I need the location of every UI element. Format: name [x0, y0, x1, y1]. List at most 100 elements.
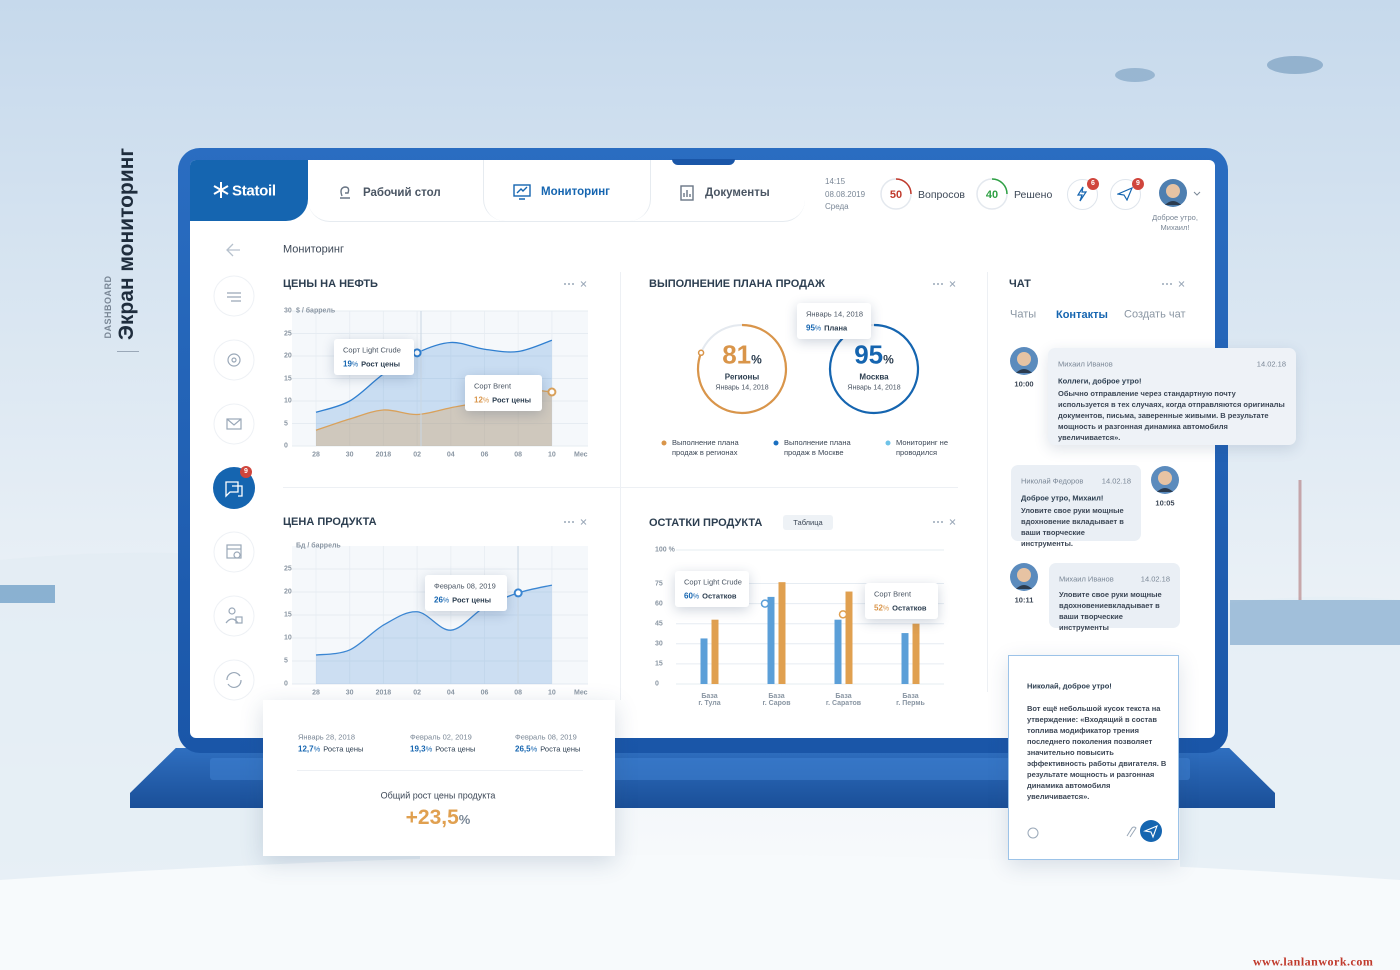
panel-title: ОСТАТКИ ПРОДУКТА — [649, 517, 763, 529]
y-tick-label: 60 — [655, 600, 663, 608]
summary-total-value: +23,5 — [405, 806, 459, 829]
chat-avatar[interactable] — [1151, 466, 1179, 494]
x-tick-label: База г. Саров — [762, 693, 791, 707]
legend-label: Выполнение плана продаж в Москве — [784, 438, 851, 457]
point-marker — [838, 610, 848, 619]
bar — [700, 638, 708, 684]
tab-icon — [513, 184, 531, 200]
y-tick-label: 15 — [655, 660, 663, 668]
bar — [711, 619, 719, 684]
menu-dot — [937, 521, 939, 523]
table-button[interactable]: Таблица — [783, 515, 833, 530]
sidebar-button[interactable] — [213, 595, 255, 637]
logo[interactable]: Statoil — [232, 182, 276, 200]
y-tick-label: 10 — [284, 397, 292, 405]
chat-bubble: Николай Федоров 14.02.18 Доброе утро, Миха… — [1011, 465, 1141, 548]
compose-text: Вот ещё небольшой кусок текста на утверж… — [1027, 704, 1167, 801]
y-tick-label: 0 — [655, 680, 659, 688]
summary-unit: % — [313, 744, 321, 754]
helicopter — [1267, 56, 1323, 74]
menu-dot — [568, 283, 570, 285]
send-button[interactable] — [1140, 820, 1162, 842]
x-tick-label: 30 — [345, 451, 354, 459]
emoji-button[interactable] — [1027, 827, 1039, 839]
tab[interactable]: Мониторинг — [541, 186, 610, 198]
gauge-value: 95 — [854, 339, 884, 370]
close-icon — [949, 519, 956, 525]
bolt-icon — [1076, 186, 1088, 202]
tooltip: Сорт Brent 52% Остатков — [865, 583, 938, 619]
tab-icon — [340, 186, 350, 199]
chat-author: Николай Федоров — [1021, 476, 1084, 486]
y-axis-label: $ / баррель — [296, 307, 336, 315]
panel-title: ЦЕНА ПРОДУКТА — [283, 516, 377, 528]
y-tick-label: 45 — [655, 620, 663, 628]
greeting: Доброе утро, Михаил! — [1152, 213, 1198, 232]
chat-tab[interactable]: Чаты — [1010, 308, 1037, 321]
x-tick-label: 30 — [345, 689, 354, 697]
y-tick-label: 20 — [284, 588, 292, 596]
logo-box — [190, 160, 308, 221]
sidebar-button[interactable] — [213, 403, 255, 445]
tooltip-label: Плана — [824, 323, 848, 333]
chat-tab[interactable]: Создать чат — [1124, 308, 1186, 321]
x-tick-label: 2018 — [375, 689, 392, 697]
summary-date: Февраль 08, 2019 — [515, 732, 577, 742]
ship — [0, 585, 55, 603]
stat-value: 50 — [889, 189, 903, 201]
menu-dot — [933, 283, 935, 285]
attach-button[interactable] — [1126, 826, 1137, 838]
summary-label: Роста цены — [323, 744, 364, 754]
chat-tab[interactable]: Контакты — [1056, 309, 1108, 321]
avatar[interactable] — [1159, 179, 1203, 209]
x-tick-label: 08 — [514, 689, 523, 697]
stat-arc — [895, 178, 912, 195]
sidebar-button[interactable] — [213, 275, 255, 317]
sidebar-button[interactable] — [213, 531, 255, 573]
tooltip-value: 26% Рост цены — [434, 596, 491, 605]
menu-dot — [941, 521, 943, 523]
chat-date: 14.02.18 — [1256, 359, 1286, 369]
watermark: www.lanlanwork.com — [1253, 954, 1374, 969]
tooltip-value: 95% Плана — [806, 324, 847, 333]
gauge-dot — [697, 349, 705, 357]
notification-button[interactable] — [1067, 179, 1098, 210]
bar — [778, 582, 786, 684]
menu-dot — [564, 283, 566, 285]
gauge-arc — [696, 323, 788, 415]
tooltip-label: Рост цены — [452, 595, 492, 605]
x-tick-label: 04 — [446, 689, 455, 697]
chat-avatar[interactable] — [1010, 347, 1038, 375]
menu-dot — [1170, 283, 1172, 285]
summary-number: 19,3 — [410, 744, 426, 754]
messages-button[interactable] — [1110, 179, 1141, 210]
tooltip-number: 60 — [684, 591, 693, 601]
tooltip-value: 52% Остатков — [874, 604, 927, 613]
y-tick-label: 75 — [655, 580, 663, 587]
y-tick-label: 20 — [284, 352, 292, 360]
bar — [767, 596, 775, 684]
helicopter — [1115, 68, 1155, 82]
sidebar-button[interactable] — [213, 659, 255, 701]
divider — [283, 487, 958, 488]
x-tick-label: База г. Саратов — [825, 693, 862, 707]
tooltip-number: 26 — [434, 595, 443, 605]
summary-total: +23,5% — [406, 806, 471, 830]
chat-avatar[interactable] — [1010, 563, 1038, 591]
panel-title: ЧАТ — [1009, 278, 1031, 290]
tab[interactable]: Рабочий стол — [363, 187, 441, 199]
tab[interactable]: Документы — [705, 187, 770, 199]
gauge-number: 81% — [722, 340, 762, 371]
chat-greeting: Коллеги, доброе утро! — [1058, 376, 1142, 386]
badge: 6 — [1087, 178, 1099, 190]
back-arrow[interactable] — [225, 243, 241, 257]
tooltip-title: Январь 14, 2018 — [806, 309, 863, 319]
sidebar — [213, 275, 255, 701]
sidebar-button[interactable] — [213, 339, 255, 381]
menu-dot — [933, 521, 935, 523]
legend-dot — [885, 440, 891, 446]
chat-text: Уловите свое руки мощные вдохновениевкла… — [1059, 590, 1162, 632]
bar — [912, 623, 920, 684]
summary-date: Январь 28, 2018 — [298, 732, 355, 742]
divider — [297, 770, 583, 771]
